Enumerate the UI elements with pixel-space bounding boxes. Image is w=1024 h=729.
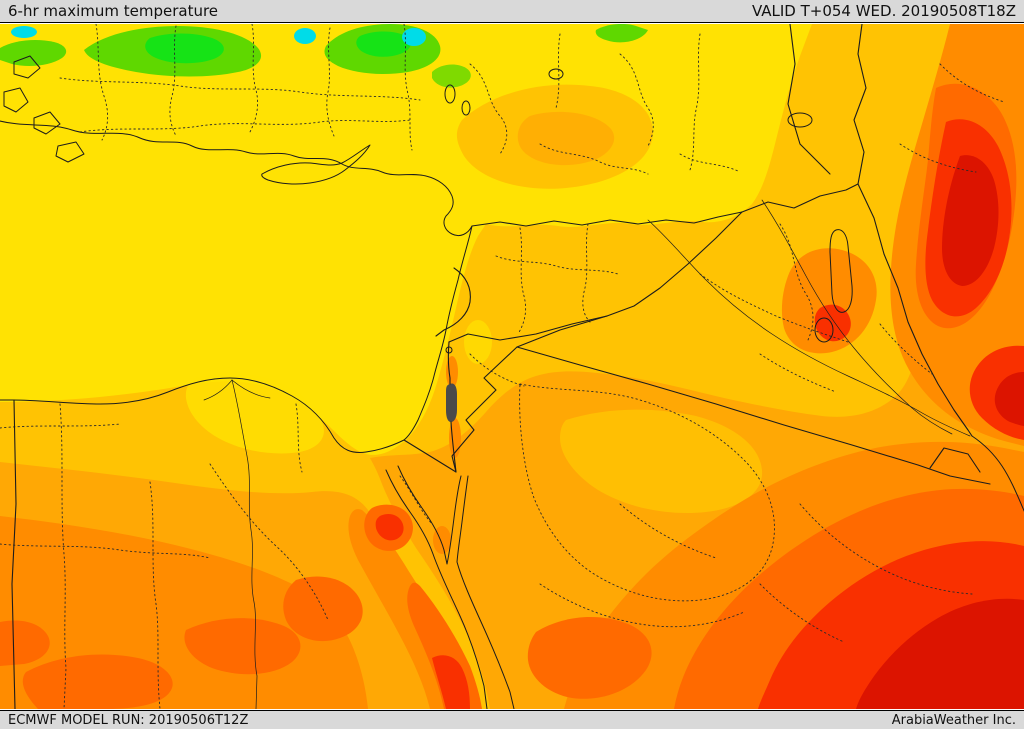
dead-sea	[446, 383, 457, 422]
temp-layer-yellow-patches	[185, 320, 492, 454]
temp-layer-gold-pocket	[560, 409, 763, 514]
model-run-label: ECMWF MODEL RUN: 20190506T12Z	[8, 712, 249, 728]
map-title: 6-hr maximum temperature	[8, 2, 219, 20]
temperature-map-svg	[0, 24, 1024, 709]
valid-time-label: VALID T+054 WED. 20190508T18Z	[751, 2, 1016, 20]
header-bar: 6-hr maximum temperature VALID T+054 WED…	[0, 0, 1024, 23]
credit-label: ArabiaWeather Inc.	[891, 712, 1016, 728]
map-canvas	[0, 24, 1024, 709]
coastlines	[0, 55, 1024, 709]
temp-layer-bright-green	[145, 31, 411, 64]
persian-gulf-coast	[971, 435, 1024, 512]
temp-layer-cyan	[11, 26, 426, 46]
lake-van	[787, 112, 813, 128]
sinai-coast	[397, 465, 462, 565]
footer-bar: ECMWF MODEL RUN: 20190506T12Z ArabiaWeat…	[0, 710, 1024, 729]
rivers	[203, 199, 971, 709]
country-borders	[11, 24, 991, 709]
red-sea-west-shore	[385, 469, 488, 709]
red-sea-east-shore	[456, 475, 515, 709]
cyprus-island	[261, 144, 371, 185]
admin-boundaries	[0, 24, 1005, 709]
temp-layer-dark-red	[856, 155, 1024, 709]
lake-tharthar	[829, 229, 853, 313]
